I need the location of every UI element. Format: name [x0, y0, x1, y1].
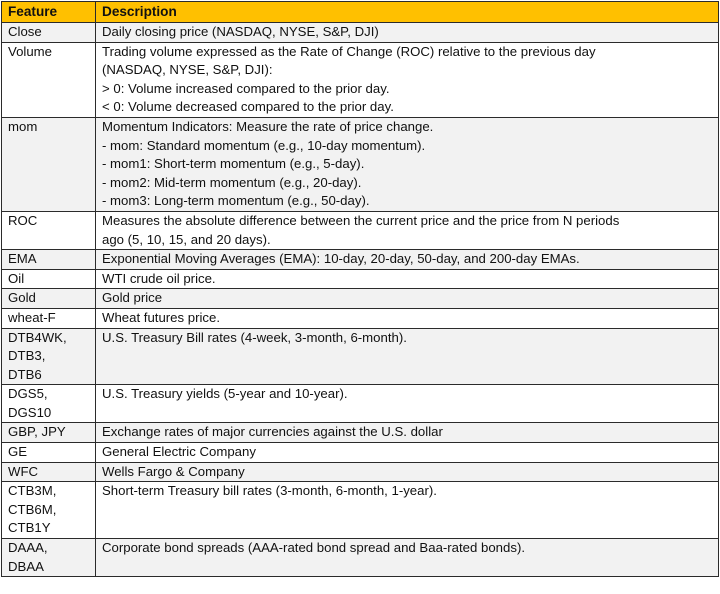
feature-cell: mom: [1, 116, 96, 212]
feature-cell: Volume: [1, 41, 96, 118]
description-text: - mom: Standard momentum (e.g., 10-day m…: [102, 137, 426, 153]
description-text: Short-term Treasury bill rates (3-month,…: [102, 483, 437, 499]
feature-text: CTB3M,: [8, 483, 57, 499]
table-row: ROC Measures the absolute difference betw…: [1, 210, 719, 251]
description-cell: U.S. Treasury yields (5-year and 10-year…: [95, 384, 719, 424]
description-text: Wells Fargo & Company: [102, 463, 245, 479]
description-text: < 0: Volume decreased compared to the pr…: [102, 99, 394, 115]
feature-cell: Close: [1, 22, 96, 43]
description-text: Exchange rates of major currencies again…: [102, 424, 443, 440]
description-text: (NASDAQ, NYSE, S&P, DJI):: [102, 62, 273, 78]
header-row: Feature Description: [1, 1, 719, 23]
feature-text: DGS10: [8, 404, 52, 420]
feature-table: Feature Description Close Daily closing p…: [1, 1, 719, 578]
feature-cell: Gold: [1, 288, 96, 309]
description-cell: Wells Fargo & Company: [95, 461, 719, 483]
feature-cell: Oil: [1, 268, 96, 290]
description-cell: WTI crude oil price.: [95, 268, 719, 290]
description-text: U.S. Treasury Bill rates (4-week, 3-mont…: [102, 329, 407, 345]
feature-cell: ROC: [1, 210, 96, 251]
description-cell: Gold price: [95, 288, 719, 309]
table-row: WFC Wells Fargo & Company: [1, 461, 719, 483]
description-text: Momentum Indicators: Measure the rate of…: [102, 118, 434, 134]
header-description: Description: [95, 1, 719, 23]
table-row: Volume Trading volume expressed as the Ra…: [1, 41, 719, 118]
description-cell: Measures the absolute difference between…: [95, 210, 719, 251]
feature-text: CTB1Y: [8, 520, 51, 536]
feature-text: CTB6M,: [8, 501, 57, 517]
table-row: Gold Gold price: [1, 288, 719, 309]
description-cell: Corporate bond spreads (AAA-rated bond s…: [95, 538, 719, 578]
description-text: > 0: Volume increased compared to the pr…: [102, 80, 390, 96]
feature-text: Close: [8, 24, 42, 39]
table-body: Close Daily closing price (NASDAQ, NYSE, …: [1, 22, 719, 578]
table-row: wheat-F Wheat futures price.: [1, 307, 719, 329]
table-row: DTB4WK, DTB3, DTB6 U.S. Treasury Bill rates…: [1, 327, 719, 386]
feature-text: WFC: [8, 463, 39, 479]
feature-cell: CTB3M, CTB6M, CTB1Y: [1, 481, 96, 540]
feature-cell: DTB4WK, DTB3, DTB6: [1, 327, 96, 386]
table-row: GE General Electric Company: [1, 442, 719, 463]
description-cell: Exponential Moving Averages (EMA): 10-da…: [95, 249, 719, 270]
description-text: Corporate bond spreads (AAA-rated bond s…: [102, 540, 525, 556]
description-text: Exponential Moving Averages (EMA): 10-da…: [102, 251, 580, 267]
feature-text: wheat-F: [8, 309, 56, 325]
description-text: General Electric Company: [102, 444, 256, 460]
description-text: Daily closing price (NASDAQ, NYSE, S&P, …: [102, 24, 379, 39]
description-cell: Exchange rates of major currencies again…: [95, 422, 719, 444]
description-cell: Short-term Treasury bill rates (3-month,…: [95, 481, 719, 540]
description-cell: Momentum Indicators: Measure the rate of…: [95, 116, 719, 212]
description-text: U.S. Treasury yields (5-year and 10-year…: [102, 386, 348, 402]
table-row: DGS5, DGS10 U.S. Treasury yields (5-year a…: [1, 384, 719, 424]
feature-cell: DAAA, DBAA: [1, 538, 96, 578]
description-text: Measures the absolute difference between…: [102, 212, 620, 228]
table-row: EMA Exponential Moving Averages (EMA): 10…: [1, 249, 719, 270]
description-text: WTI crude oil price.: [102, 270, 216, 286]
description-cell: Wheat futures price.: [95, 307, 719, 329]
table-row: Close Daily closing price (NASDAQ, NYSE, …: [1, 22, 719, 43]
description-text: - mom3: Long-term momentum (e.g., 50-day…: [102, 193, 370, 209]
feature-text: DTB3,: [8, 348, 46, 364]
feature-text: Oil: [8, 270, 25, 286]
feature-text: DTB6: [8, 366, 42, 382]
feature-text: DTB4WK,: [8, 329, 67, 345]
feature-text: DBAA: [8, 558, 44, 574]
feature-text: Gold: [8, 290, 36, 306]
description-text: Wheat futures price.: [102, 309, 221, 325]
description-text: - mom1: Short-term momentum (e.g., 5-day…: [102, 156, 365, 172]
feature-text: mom: [8, 118, 38, 134]
feature-cell: DGS5, DGS10: [1, 384, 96, 424]
table-row: GBP, JPY Exchange rates of major currenci…: [1, 422, 719, 444]
description-cell: Trading volume expressed as the Rate of …: [95, 41, 719, 118]
table-row: Oil WTI crude oil price.: [1, 268, 719, 290]
feature-text: EMA: [8, 251, 37, 267]
feature-text: Volume: [8, 43, 52, 59]
table-row: DAAA, DBAA Corporate bond spreads (AAA-rat…: [1, 538, 719, 578]
description-text: Gold price: [102, 290, 163, 306]
feature-text: DAAA,: [8, 540, 48, 556]
feature-cell: GE: [1, 442, 96, 463]
feature-cell: WFC: [1, 461, 96, 483]
description-text: - mom2: Mid-term momentum (e.g., 20-day)…: [102, 174, 362, 190]
description-text: Trading volume expressed as the Rate of …: [102, 43, 596, 59]
feature-cell: wheat-F: [1, 307, 96, 329]
description-cell: U.S. Treasury Bill rates (4-week, 3-mont…: [95, 327, 719, 386]
table-row: CTB3M, CTB6M, CTB1Y Short-term Treasury bil…: [1, 481, 719, 540]
feature-text: ROC: [8, 212, 38, 228]
header-feature: Feature: [1, 1, 96, 23]
description-cell: Daily closing price (NASDAQ, NYSE, S&P, …: [95, 22, 719, 43]
feature-text: GE: [8, 444, 28, 460]
feature-text: DGS5,: [8, 386, 48, 402]
description-cell: General Electric Company: [95, 442, 719, 463]
table-row: mom Momentum Indicators: Measure the rate…: [1, 116, 719, 212]
feature-text: GBP, JPY: [8, 424, 66, 440]
description-text: ago (5, 10, 15, and 20 days).: [102, 231, 271, 247]
feature-cell: GBP, JPY: [1, 422, 96, 444]
feature-cell: EMA: [1, 249, 96, 270]
